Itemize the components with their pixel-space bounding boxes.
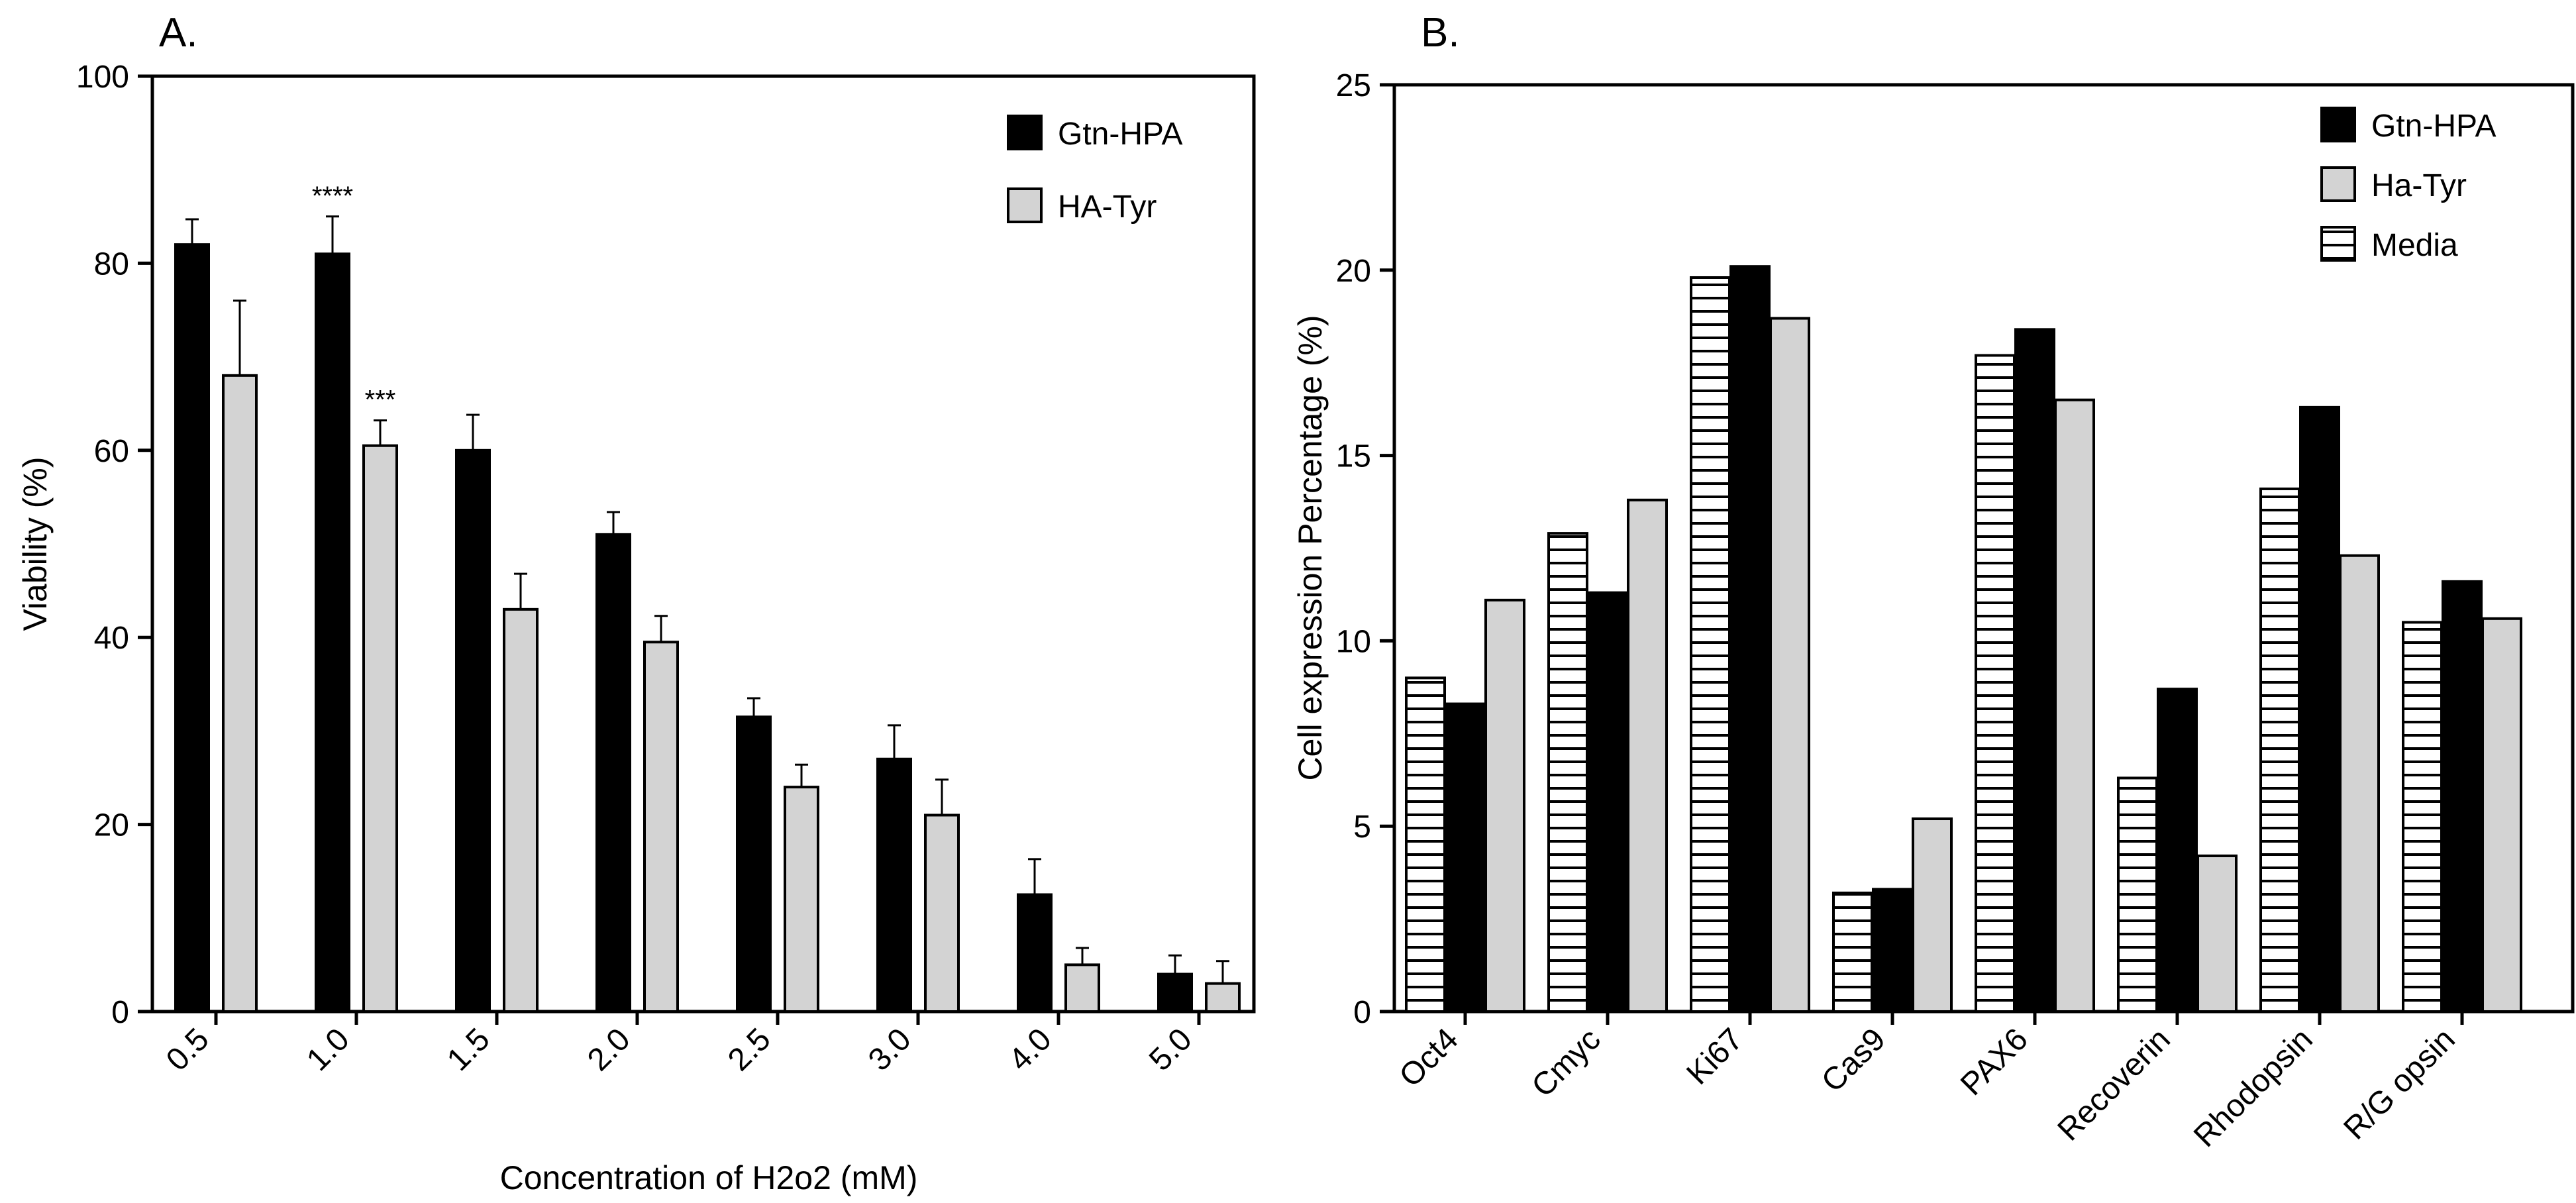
panel-a-bar-gtn-hpa [455,448,491,1013]
panel-a-significance-label: **** [312,182,353,211]
panel-b-bar-media [2402,621,2443,1013]
panel-a-bar-gtn-hpa [315,252,350,1013]
panel-b-bar-media [1975,354,2016,1013]
panel-a-xtick-label: 3.0 [862,1021,918,1078]
panel-a-xtick-label: 1.0 [300,1021,356,1078]
panel-a-xtick-label: 2.5 [721,1021,778,1078]
panel-b-bar-media [1690,276,1731,1014]
panel-a-ytick-label: 20 [94,808,129,843]
panel-a-bar-gtn-hpa [174,243,210,1013]
panel-b-bar-media [2117,776,2158,1014]
panel-b-legend-swatch-gtn-hpa [2320,107,2356,142]
panel-a-bar-gtn-hpa [595,533,631,1013]
panel-b-ytick-label: 15 [1336,439,1371,474]
panel-b-bar-ha-tyr [2481,617,2522,1013]
panel-b-xtick-label: R/G opsin [2337,1021,2461,1146]
panel-b-bar-gtn-hpa [1872,888,1913,1014]
panel-b-bar-ha-tyr [1627,498,1668,1013]
panel-b-bar-ha-tyr [2339,554,2380,1013]
panel-a-xtick-label: 5.0 [1143,1021,1199,1078]
panel-a-xlabel: Concentration of H2o2 (mM) [500,1159,918,1196]
panel-b-bar-media [1547,532,1588,1013]
panel-a-ytick-label: 80 [94,246,129,282]
panel-b-xtick-label: Ki67 [1680,1021,1749,1091]
panel-b-bar-media [1405,676,1446,1013]
panel-b-xtick-label: Rhodopsin [2187,1021,2320,1154]
panel-a-bar-gtn-hpa [1157,972,1193,1014]
panel-b-legend-swatch-media [2320,226,2356,262]
panel-b-xtick-label: Cmyc [1525,1021,1608,1104]
panel-a-bar-ha-tyr [362,444,398,1013]
panel-b-bar-ha-tyr [2054,398,2095,1013]
panel-b-ytick-label: 5 [1353,810,1371,845]
panel-a-ytick-label: 60 [94,434,129,469]
panel-a-ytick-label: 0 [111,995,129,1030]
panel-a-bar-ha-tyr [222,374,258,1013]
panel-a-xtick-label: 1.5 [440,1021,497,1078]
panel-b-bar-gtn-hpa [2157,688,2198,1013]
panel-b-xtick-label: Recoverin [2051,1021,2177,1147]
panel-b-legend-label-media: Media [2371,228,2458,263]
panel-a-significance-label: *** [365,386,396,415]
panel-b-ytick-label: 20 [1336,254,1371,289]
panel-a-plot-frame [150,74,1256,1014]
panel-b-legend-label-gtn-hpa: Gtn-HPA [2371,109,2496,144]
panel-b-legend-swatch-ha-tyr [2320,166,2356,202]
panel-b-bar-gtn-hpa [1445,702,1486,1013]
panel-b-ylabel: Cell expression Percentage (%) [1292,315,1329,780]
panel-a-legend-swatch-ha-tyr [1007,187,1043,223]
panel-b-bar-ha-tyr [1912,817,1953,1014]
panel-b-bar-gtn-hpa [1729,265,1771,1014]
panel-b-bar-gtn-hpa [2299,405,2340,1013]
panel-b-bar-ha-tyr [2196,854,2238,1014]
panel-b-xtick-label: Cas9 [1815,1021,1892,1099]
panel-a-bar-gtn-hpa [876,757,912,1013]
panel-a-bar-ha-tyr [643,641,679,1013]
panel-b-bar-gtn-hpa [2442,580,2483,1013]
panel-a-bar-gtn-hpa [736,715,772,1013]
panel-a-xtick-label: 2.0 [581,1021,637,1078]
panel-a-label: A. [159,10,198,56]
panel-a-bar-ha-tyr [1205,982,1241,1014]
panel-b-legend-label-ha-tyr: Ha-Tyr [2371,168,2467,203]
panel-b-ytick-label: 0 [1353,995,1371,1030]
panel-b-xtick-label: Oct4 [1393,1021,1465,1094]
panel-b-label: B. [1421,10,1460,56]
panel-a-bar-ha-tyr [924,813,960,1013]
panel-b-xtick-label: PAX6 [1954,1021,2035,1102]
panel-a-xtick-label: 0.5 [160,1021,216,1078]
panel-a-bar-ha-tyr [784,786,819,1013]
panel-b: B. 0 5 10 15 20 25 Oct4 Cmyc Ki67 Cas9 PAX6 Recover… [1292,10,2575,1154]
panel-a-legend-label-ha-tyr: HA-Tyr [1058,189,1157,225]
panel-b-bar-ha-tyr [1769,317,1810,1014]
panel-a-xtick-label: 4.0 [1002,1021,1058,1078]
panel-b-ytick-label: 25 [1336,68,1371,103]
panel-a-bar-ha-tyr [503,607,539,1013]
panel-a-bar-gtn-hpa [1017,893,1053,1013]
panel-b-bar-media [1832,891,1873,1013]
panel-a-ylabel: Viability (%) [17,456,54,631]
panel-b-bar-ha-tyr [1484,598,1525,1013]
panel-a-bar-ha-tyr [1064,963,1100,1014]
panel-a-legend-swatch-gtn-hpa [1007,115,1043,150]
panel-b-bar-media [2259,487,2300,1013]
panel-b-ytick-label: 10 [1336,624,1371,659]
panel-a-ytick-label: 100 [76,60,129,95]
panel-a-ytick-label: 40 [94,621,129,656]
panel-a-legend-label-gtn-hpa: Gtn-HPA [1058,117,1182,152]
panel-b-bar-gtn-hpa [2014,328,2055,1013]
panel-b-bar-gtn-hpa [1587,591,1628,1013]
